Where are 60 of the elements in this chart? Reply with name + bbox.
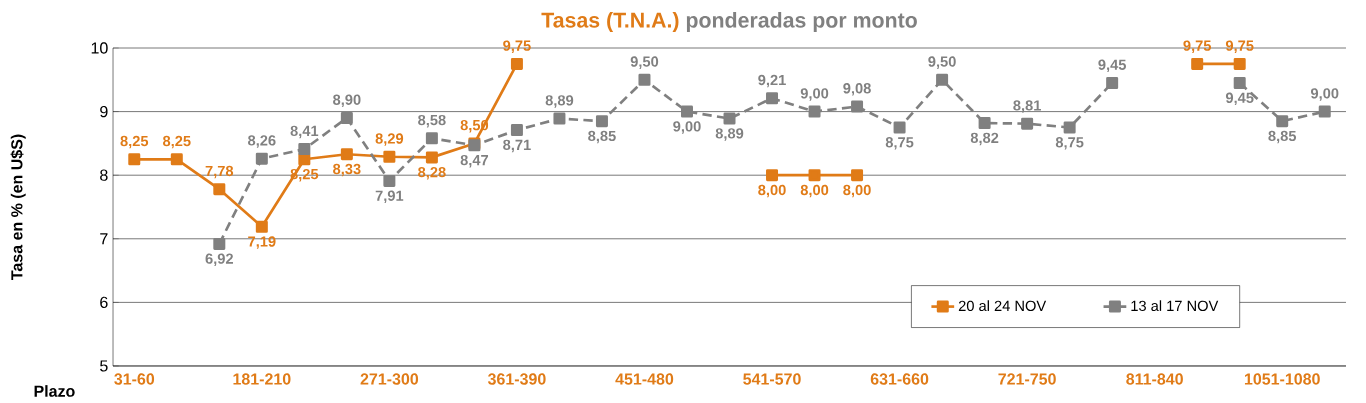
data-label: 9,75 xyxy=(1225,40,1254,53)
data-label: 9,75 xyxy=(503,40,531,53)
data-label: 9,00 xyxy=(800,88,829,101)
data-label: 9,50 xyxy=(928,56,956,69)
y-tick-label: 9 xyxy=(100,105,108,118)
y-tick-label: 5 xyxy=(100,360,108,372)
data-label: 8,26 xyxy=(248,135,276,148)
data-label: 7,19 xyxy=(248,236,276,249)
data-label: 8,58 xyxy=(418,114,446,128)
x-tick-label: 271-300 xyxy=(360,373,419,385)
x-tick-label: 541-570 xyxy=(743,373,801,385)
data-label: 8,71 xyxy=(503,139,531,153)
data-label: 8,85 xyxy=(1268,130,1297,144)
chart-subtitle: ponderadas por monto xyxy=(686,12,917,32)
data-label: 8,81 xyxy=(1013,100,1041,113)
data-label: 6,92 xyxy=(205,253,233,266)
data-label: 8,00 xyxy=(843,184,871,198)
legend-label: 13 al 17 NOV xyxy=(1131,300,1219,312)
data-label: 9,45 xyxy=(1225,92,1254,106)
data-label: 9,08 xyxy=(843,83,871,96)
data-label: 8,41 xyxy=(290,125,319,139)
y-tick-label: 10 xyxy=(91,42,108,54)
data-label: 8,25 xyxy=(162,135,191,149)
y-axis-title: Tasa en % (en U$S) xyxy=(10,134,26,281)
data-label: 7,78 xyxy=(205,165,234,179)
x-axis-title: Plazo xyxy=(34,385,75,397)
data-label: 8,33 xyxy=(333,163,361,177)
x-tick-label: 721-750 xyxy=(998,373,1056,385)
y-tick-label: 7 xyxy=(100,233,108,245)
x-tick-label: 31-60 xyxy=(114,373,155,385)
x-tick-label: 361-390 xyxy=(487,373,546,385)
data-label: 9,00 xyxy=(673,121,701,134)
data-label: 8,25 xyxy=(120,135,149,149)
data-label: 8,90 xyxy=(333,94,361,108)
data-label: 8,75 xyxy=(1055,137,1084,150)
data-label: 8,00 xyxy=(758,184,786,198)
data-label: 8,47 xyxy=(460,154,489,168)
data-label: 8,82 xyxy=(970,132,999,146)
data-label: 8,75 xyxy=(885,137,914,150)
chart-title: Tasas (T.N.A.) xyxy=(541,12,679,32)
data-label: 9,45 xyxy=(1098,59,1126,73)
data-label: 9,00 xyxy=(1310,88,1339,101)
data-label: 9,50 xyxy=(630,56,659,69)
x-tick-label: 811-840 xyxy=(1126,373,1183,385)
x-tick-label: 1051-1080 xyxy=(1244,373,1320,385)
data-label: 9,75 xyxy=(1183,40,1212,53)
data-label: 8,85 xyxy=(588,130,616,144)
data-label: 8,28 xyxy=(418,167,446,180)
data-label: 9,21 xyxy=(758,74,786,88)
x-tick-label: 631-660 xyxy=(870,373,929,385)
y-tick-label: 6 xyxy=(100,296,108,309)
x-tick-label: 451-480 xyxy=(615,373,674,385)
data-label: 8,89 xyxy=(715,128,744,141)
data-label: 8,89 xyxy=(545,95,574,108)
x-tick-label: 181-210 xyxy=(233,373,291,385)
legend-label: 20 al 24 NOV xyxy=(958,300,1047,312)
data-label: 8,29 xyxy=(375,133,404,146)
y-tick-label: 8 xyxy=(100,169,108,181)
data-label: 8,00 xyxy=(800,184,829,198)
data-label: 7,91 xyxy=(375,190,404,204)
